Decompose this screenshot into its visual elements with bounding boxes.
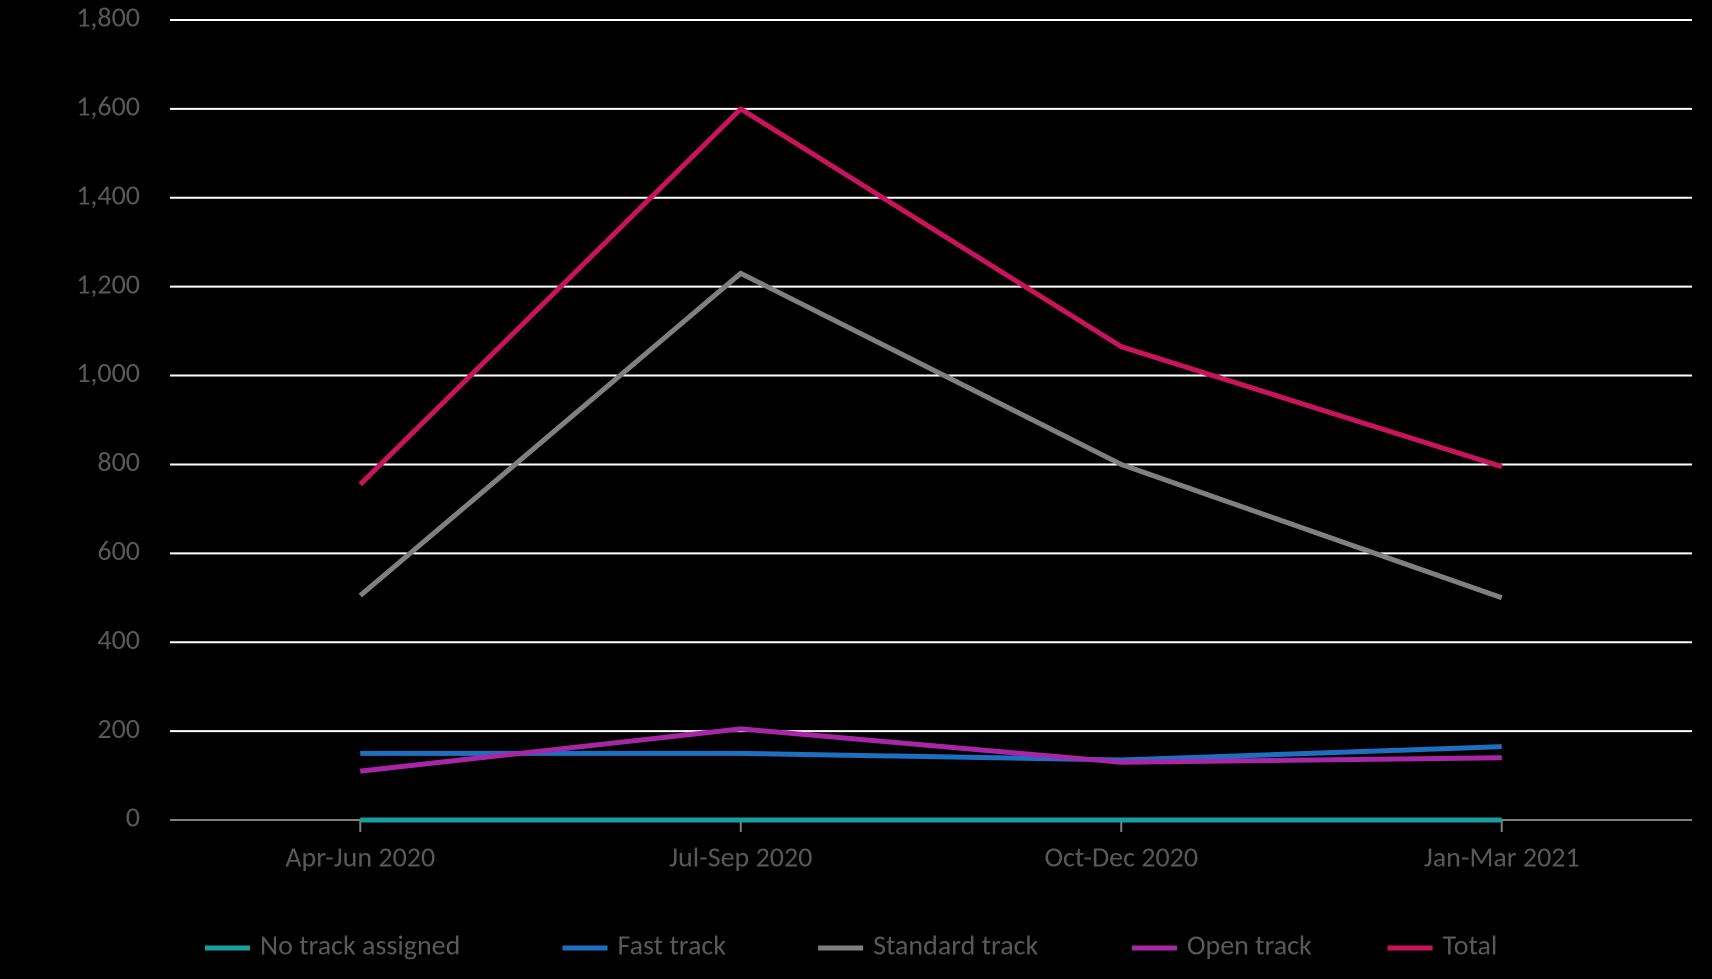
y-tick-label: 1,200 xyxy=(76,266,140,301)
legend-label-open: Open track xyxy=(1187,928,1312,963)
chart-background xyxy=(0,0,1712,979)
y-tick-label: 1,400 xyxy=(76,177,140,212)
y-tick-label: 1,800 xyxy=(76,0,140,35)
y-tick-label: 1,000 xyxy=(76,355,140,390)
y-tick-label: 200 xyxy=(97,711,140,746)
x-tick-label: Oct-Dec 2020 xyxy=(1044,840,1198,875)
legend-label-total: Total xyxy=(1443,928,1498,963)
line-chart: 0 200 400 600 800 1,000 1,200 1,400 1,600 1,800 Ap… xyxy=(0,0,1712,979)
x-tick-label: Jan-Mar 2021 xyxy=(1424,840,1580,875)
x-tick-label: Jul-Sep 2020 xyxy=(669,840,812,875)
chart-svg: 0 200 400 600 800 1,000 1,200 1,400 1,600 1,800 Ap… xyxy=(0,0,1712,979)
x-tick-label: Apr-Jun 2020 xyxy=(285,840,435,875)
y-tick-label: 0 xyxy=(126,800,140,835)
y-tick-label: 400 xyxy=(97,622,140,657)
legend-label-no_track: No track assigned xyxy=(260,928,460,963)
y-tick-label: 800 xyxy=(97,444,140,479)
y-tick-label: 600 xyxy=(97,533,140,568)
y-tick-label: 1,600 xyxy=(76,89,140,124)
legend-label-fast: Fast track xyxy=(618,928,727,963)
legend-label-standard: Standard track xyxy=(873,928,1038,963)
